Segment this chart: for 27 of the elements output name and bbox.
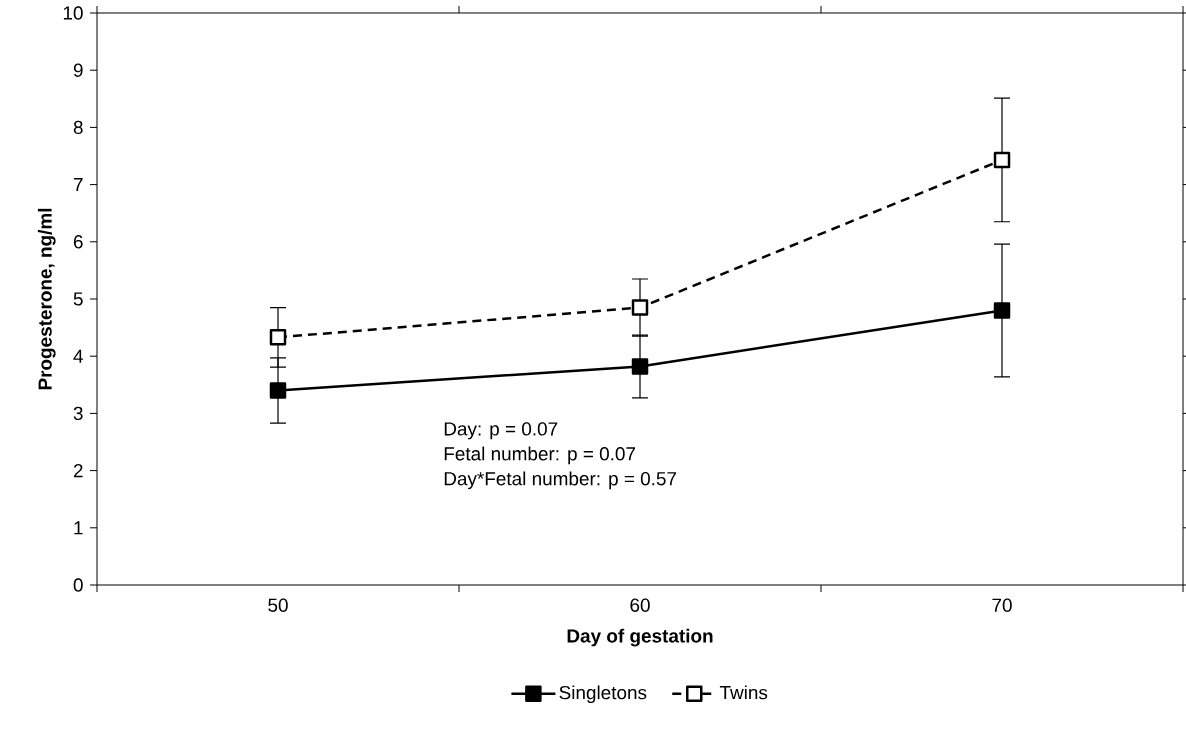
y-tick-label: 8	[73, 120, 83, 135]
x-tick-label: 60	[630, 598, 650, 612]
point	[631, 299, 649, 316]
legend-label: Twins	[719, 685, 768, 700]
y-tick-label: 0	[73, 578, 83, 592]
y-tick-label: 3	[73, 406, 83, 421]
y-tick-label: 10	[63, 6, 83, 20]
x-axis-title: Day of gestation	[567, 628, 713, 647]
y-tick-label: 5	[73, 292, 83, 306]
point	[269, 329, 287, 346]
y-tick-label: 7	[73, 178, 83, 192]
annotation: Day*Fetal number: p = 0.57	[444, 471, 677, 490]
point	[993, 151, 1011, 169]
y-tick-label: 1	[74, 521, 83, 535]
point	[993, 302, 1011, 319]
y-tick-label: 4	[73, 349, 83, 363]
y-tick-label: 6	[73, 235, 83, 249]
y-axis-title: Progesterone, ng/ml	[37, 208, 56, 390]
y-tick-label: 9	[73, 63, 83, 77]
annotation: Day: p = 0.07	[444, 422, 558, 440]
legend-label: Singletons	[559, 685, 647, 704]
point	[269, 382, 287, 399]
annotation: Fetal number: p = 0.07	[444, 446, 636, 465]
x-tick-label: 70	[992, 598, 1012, 612]
x-tick-label: 50	[268, 598, 288, 612]
y-tick-label: 2	[73, 463, 83, 478]
point	[631, 358, 649, 375]
